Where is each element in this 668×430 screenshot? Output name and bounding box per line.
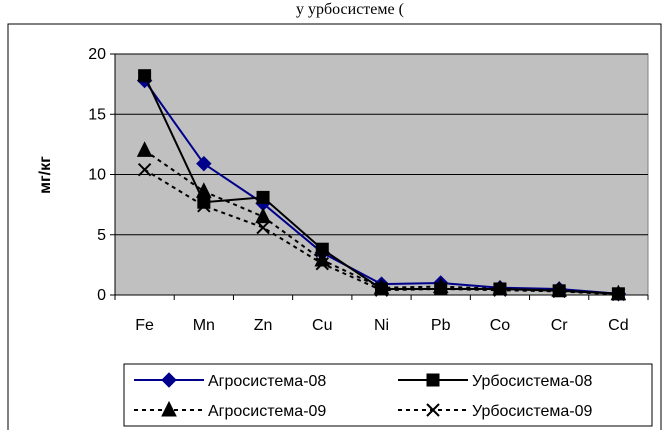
series-3 bbox=[136, 141, 627, 301]
legend-marker bbox=[426, 373, 440, 387]
legend: Агросистема-08 Урбосистема-08 Агросистема-… bbox=[134, 372, 593, 420]
x-tick-label: Pb bbox=[431, 317, 451, 334]
legend-item: Урбосистема-09 bbox=[398, 403, 593, 420]
x-tick-label: Cd bbox=[608, 317, 628, 334]
data-point bbox=[137, 162, 152, 177]
x-tick-label: Fe bbox=[135, 317, 154, 334]
data-point bbox=[255, 207, 271, 224]
y-tick-label: 10 bbox=[88, 167, 106, 184]
legend-marker bbox=[161, 372, 177, 388]
data-point bbox=[493, 283, 507, 297]
legend-label: Агросистема-08 bbox=[208, 373, 326, 390]
y-tick-label: 5 bbox=[97, 227, 106, 244]
legend-label: Урбосистема-08 bbox=[472, 373, 593, 390]
data-point bbox=[256, 220, 270, 235]
legend-marker bbox=[426, 403, 440, 417]
legend-item: Урбосистема-08 bbox=[398, 373, 593, 390]
x-tick-label: Cu bbox=[312, 317, 332, 334]
data-point bbox=[138, 69, 152, 83]
y-tick-label: 0 bbox=[97, 287, 106, 304]
data-point bbox=[315, 256, 329, 271]
data-point bbox=[197, 199, 211, 213]
x-tick-label: Co bbox=[490, 317, 511, 334]
y-tick-label: 20 bbox=[88, 46, 106, 63]
data-point bbox=[256, 190, 270, 204]
legend-label: Урбосистема-09 bbox=[472, 403, 593, 420]
x-tick-label: Zn bbox=[254, 317, 273, 334]
series-4 bbox=[137, 162, 626, 302]
y-axis-label: мг/кг bbox=[37, 156, 54, 194]
legend-item: Агросистема-09 bbox=[134, 400, 326, 420]
legend-marker bbox=[161, 400, 177, 417]
series-group bbox=[136, 69, 627, 302]
data-point bbox=[610, 284, 627, 301]
y-axis: 0 5 10 15 20 bbox=[88, 46, 116, 304]
x-tick-label: Mn bbox=[193, 317, 215, 334]
data-point bbox=[611, 287, 626, 302]
x-tick-label: Cr bbox=[551, 317, 569, 334]
data-point bbox=[196, 155, 212, 172]
data-point bbox=[136, 141, 153, 157]
header-text-fragment: у урбосистеме ( bbox=[296, 1, 404, 18]
legend-box bbox=[123, 363, 653, 427]
data-point bbox=[196, 182, 212, 198]
grid-lines bbox=[115, 53, 648, 236]
data-point bbox=[552, 284, 566, 299]
x-tick-label: Ni bbox=[374, 317, 389, 334]
legend-item: Агросистема-08 bbox=[134, 372, 326, 390]
y-tick-label: 15 bbox=[88, 106, 106, 123]
legend-label: Агросистема-09 bbox=[208, 403, 326, 420]
data-point bbox=[434, 282, 448, 296]
data-point bbox=[374, 283, 389, 297]
